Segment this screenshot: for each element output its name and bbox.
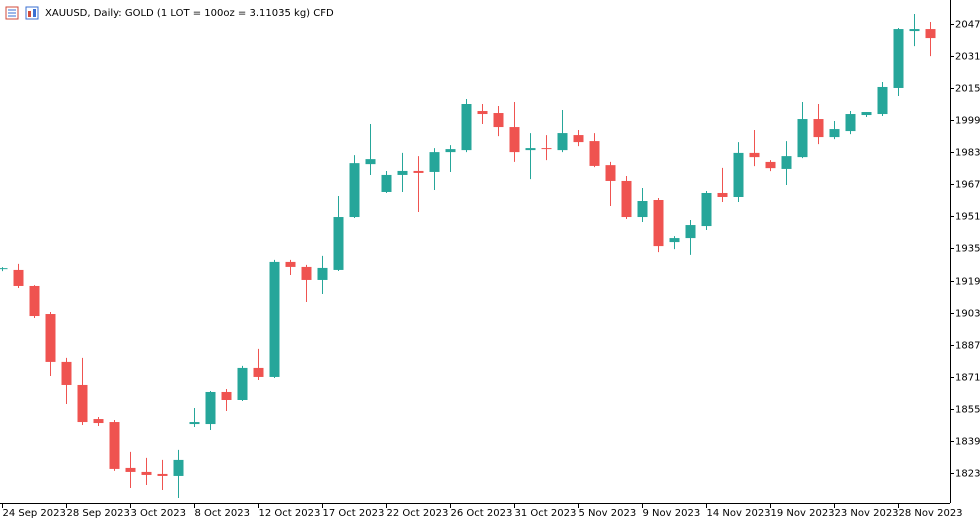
y-tick-label: 1983.30: [955, 148, 980, 159]
candle-body: [381, 174, 392, 192]
candle-body: [557, 133, 568, 151]
x-tick-label: 17 Oct 2023: [323, 508, 385, 519]
candle-body: [813, 119, 824, 138]
x-tick-label: 19 Nov 2023: [771, 508, 835, 519]
x-tick-label: 26 Oct 2023: [451, 508, 513, 519]
y-tick-label: 1919.30: [955, 277, 980, 288]
candle-body: [125, 467, 136, 472]
candle-body: [797, 119, 808, 158]
y-tick-label: 2047.30: [955, 20, 980, 31]
icon-chart: [25, 6, 39, 20]
candle-body: [909, 29, 920, 32]
y-tick-label: 1823.30: [955, 469, 980, 480]
candle-body: [157, 473, 168, 476]
candle-body: [573, 135, 584, 143]
candle-body: [285, 261, 296, 267]
candle-body: [653, 199, 664, 247]
candle-body: [333, 217, 344, 270]
y-tick-label: 2031.30: [955, 52, 980, 63]
x-tick-label: 9 Nov 2023: [643, 508, 701, 519]
candle-body: [77, 384, 88, 423]
candle-body: [0, 268, 8, 270]
candle-body: [109, 422, 120, 469]
candle-body: [349, 163, 360, 218]
candle-body: [13, 269, 24, 286]
candle-body: [205, 391, 216, 425]
x-tick-label: 3 Oct 2023: [131, 508, 186, 519]
candle-body: [317, 267, 328, 280]
candle-body: [509, 127, 520, 153]
candle-body: [701, 192, 712, 227]
candle-body: [717, 192, 728, 197]
candle-body: [429, 152, 440, 172]
candle-body: [45, 314, 56, 362]
candle-body: [733, 152, 744, 197]
candle-body: [781, 156, 792, 169]
candle-body: [877, 86, 888, 115]
candle-body: [365, 159, 376, 165]
y-tick-label: 1887.30: [955, 341, 980, 352]
x-tick-label: 14 Nov 2023: [707, 508, 771, 519]
candle-body: [253, 367, 264, 377]
candle-body: [397, 170, 408, 175]
candle-body: [413, 170, 424, 173]
x-tick-label: 5 Nov 2023: [579, 508, 637, 519]
candle-body: [493, 113, 504, 128]
y-tick-label: 1935.30: [955, 244, 980, 255]
x-tick-label: 12 Oct 2023: [259, 508, 321, 519]
y-tick-label: 1951.30: [955, 212, 980, 223]
candle-body: [749, 152, 760, 158]
y-tick-label: 1903.30: [955, 309, 980, 320]
candle-body: [461, 104, 472, 151]
candle-body: [141, 471, 152, 475]
candle-body: [29, 285, 40, 317]
x-tick-label: 28 Sep 2023: [67, 508, 130, 519]
candle-body: [685, 225, 696, 239]
x-tick-label: 31 Oct 2023: [515, 508, 577, 519]
y-tick-label: 1967.30: [955, 180, 980, 191]
y-tick-label: 1999.30: [955, 116, 980, 127]
x-tick-label: 22 Oct 2023: [387, 508, 449, 519]
candle-body: [189, 422, 200, 425]
candle-body: [93, 419, 104, 424]
x-tick-label: 23 Nov 2023: [835, 508, 899, 519]
candle-body: [765, 161, 776, 169]
y-tick-label: 2015.30: [955, 84, 980, 95]
icon-bar: [33, 9, 36, 17]
x-tick-label: 8 Oct 2023: [195, 508, 250, 519]
candle-body: [669, 238, 680, 243]
y-tick-label: 1855.30: [955, 405, 980, 416]
candle-body: [525, 148, 536, 151]
candle-body: [605, 165, 616, 181]
icon-bar: [28, 11, 31, 17]
candle-body: [445, 149, 456, 153]
candle-body: [61, 361, 72, 385]
candle-body: [541, 148, 552, 150]
candle-body: [477, 111, 488, 115]
y-tick-label: 1839.30: [955, 437, 980, 448]
candle-body: [173, 459, 184, 476]
candle-body: [621, 180, 632, 218]
candle-body: [829, 129, 840, 138]
candle-body: [589, 141, 600, 166]
y-tick-label: 1871.30: [955, 373, 980, 384]
candle-body: [845, 114, 856, 132]
candle-body: [893, 29, 904, 88]
candle-body: [925, 29, 936, 39]
x-tick-label: 28 Nov 2023: [899, 508, 963, 519]
candle-body: [301, 266, 312, 280]
chart-title: XAUUSD, Daily: GOLD (1 LOT = 100oz = 3.1…: [45, 8, 334, 19]
candle-body: [237, 367, 248, 400]
candle-body: [221, 391, 232, 400]
candle-body: [861, 112, 872, 116]
candle-body: [269, 261, 280, 377]
chart-icons: [5, 6, 39, 20]
candle-body: [637, 200, 648, 218]
x-tick-label: 24 Sep 2023: [3, 508, 66, 519]
